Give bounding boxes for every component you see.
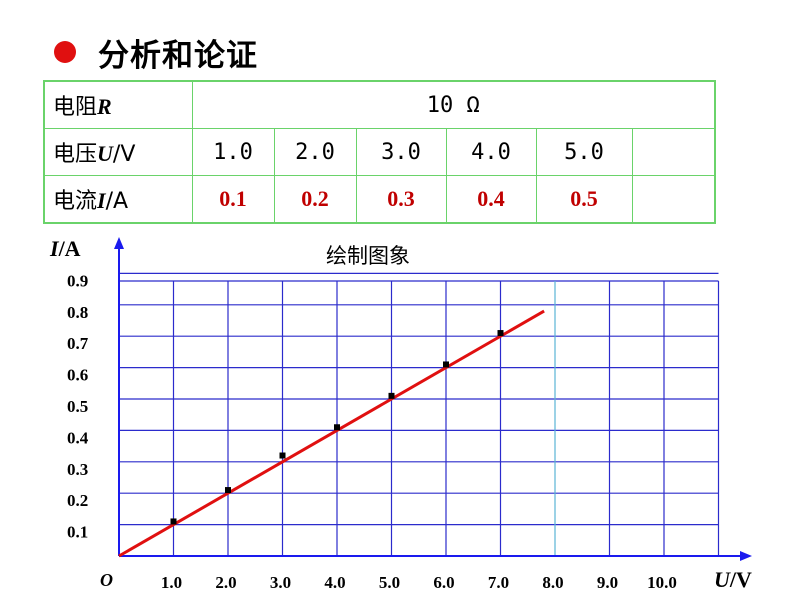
y-tick-label: 0.5 bbox=[67, 397, 88, 416]
voltage-cell: 1.0 bbox=[191, 128, 275, 176]
bullet-icon bbox=[54, 41, 76, 63]
table-row-current: 电流I/A 0.1 0.2 0.3 0.4 0.5 bbox=[43, 175, 716, 224]
x-tick-label: 4.0 bbox=[324, 573, 345, 592]
data-point bbox=[170, 518, 177, 525]
y-tick-label: 0.3 bbox=[67, 460, 88, 479]
data-point bbox=[443, 361, 449, 368]
y-tick-label: 0.1 bbox=[67, 523, 88, 542]
voltage-cell: 5.0 bbox=[535, 128, 633, 176]
y-tick-label: 0.4 bbox=[67, 428, 89, 447]
fit-line bbox=[118, 309, 545, 558]
current-cell: 0.1 bbox=[191, 175, 275, 224]
x-tick-label: 5.0 bbox=[379, 573, 400, 592]
y-tick-label: 0.2 bbox=[67, 491, 88, 510]
data-point bbox=[388, 392, 395, 399]
x-tick-label: 9.0 bbox=[597, 573, 618, 592]
voltage-cell bbox=[631, 128, 716, 176]
table-row-resistance: 电阻R 10 Ω bbox=[43, 80, 716, 129]
y-tick-label: 0.7 bbox=[67, 334, 89, 353]
x-tick-label: 6.0 bbox=[433, 573, 454, 592]
chart-title: 绘制图象 bbox=[326, 244, 410, 268]
x-tick-label: 8.0 bbox=[542, 573, 563, 592]
x-tick-label: 10.0 bbox=[647, 573, 677, 592]
x-tick-label: 2.0 bbox=[215, 573, 236, 592]
x-axis-label: U/V bbox=[714, 567, 752, 592]
table-row-voltage: 电压U/V 1.0 2.0 3.0 4.0 5.0 bbox=[43, 128, 716, 176]
resistance-value: 10 Ω bbox=[191, 80, 716, 129]
x-axis-arrow-icon bbox=[740, 551, 752, 561]
data-table: 电阻R 10 Ω 电压U/V 1.0 2.0 3.0 4.0 5.0 电流I/A… bbox=[43, 80, 717, 224]
data-point bbox=[279, 452, 286, 459]
y-tick-label: 0.9 bbox=[67, 271, 88, 290]
voltage-cell: 3.0 bbox=[355, 128, 447, 176]
x-tick-label: 1.0 bbox=[161, 573, 182, 592]
chart-tick-labels: 1.0 2.0 3.0 4.0 5.0 6.0 7.0 8.0 9.0 10.0 0.1 0.2 0.3… bbox=[67, 271, 677, 592]
resistance-label: 电阻R bbox=[43, 80, 193, 129]
current-cell: 0.5 bbox=[535, 175, 633, 224]
section-heading: 分析和论证 bbox=[98, 38, 258, 74]
data-point bbox=[334, 424, 340, 431]
y-axis-label: I/A bbox=[49, 236, 81, 261]
current-cell: 0.2 bbox=[273, 175, 357, 224]
voltage-cell: 4.0 bbox=[445, 128, 537, 176]
x-tick-label: 7.0 bbox=[488, 573, 509, 592]
y-tick-label: 0.6 bbox=[67, 366, 88, 385]
data-point bbox=[225, 487, 231, 494]
chart-grid bbox=[119, 272, 720, 556]
x-tick-label: 3.0 bbox=[270, 573, 291, 592]
current-cell: 0.4 bbox=[445, 175, 537, 224]
data-point bbox=[497, 330, 504, 337]
origin-label: O bbox=[100, 570, 113, 590]
y-tick-label: 0.8 bbox=[67, 303, 88, 322]
current-cell bbox=[631, 175, 716, 224]
y-axis-arrow-icon bbox=[114, 237, 124, 249]
chart-axes bbox=[114, 237, 752, 561]
data-points bbox=[170, 330, 504, 525]
current-cell: 0.3 bbox=[355, 175, 447, 224]
